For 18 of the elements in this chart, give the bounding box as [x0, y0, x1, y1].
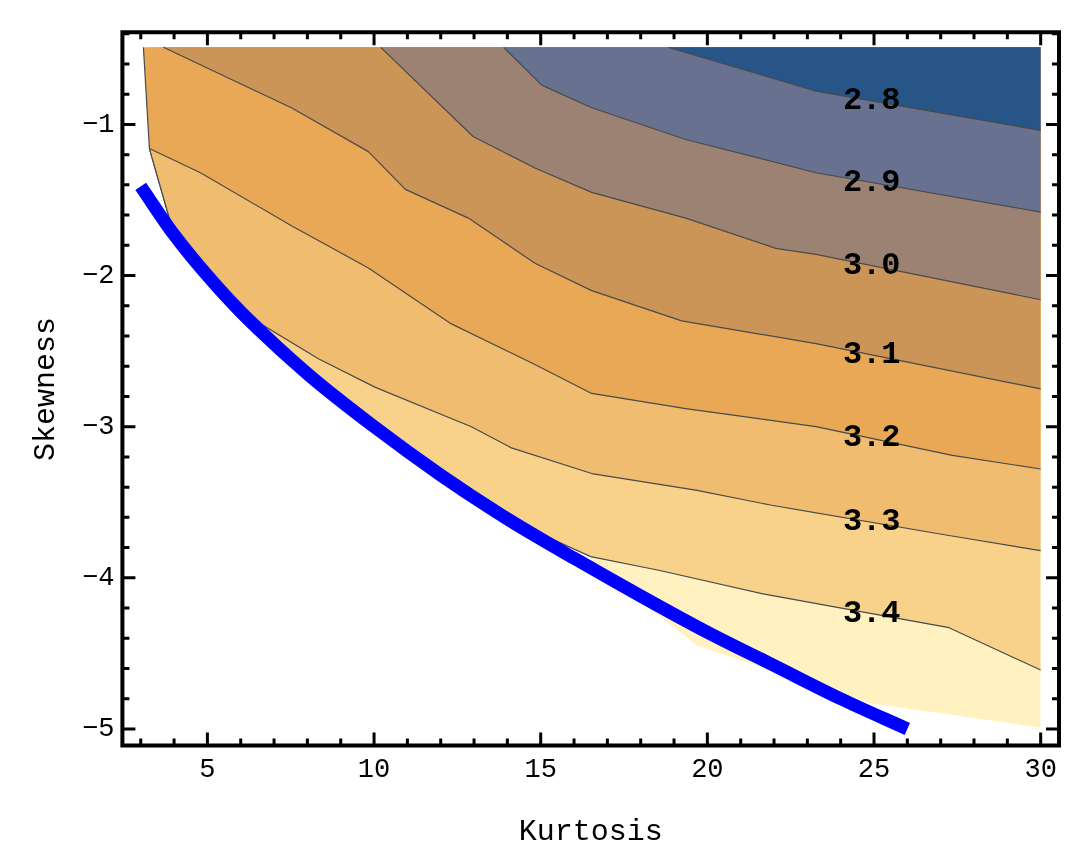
series-label: 2.9 — [842, 163, 901, 201]
y-tick-label: −3 — [82, 411, 115, 442]
x-tick-label: 15 — [524, 754, 557, 785]
series-label: 3.0 — [842, 246, 901, 284]
y-tick-label: −2 — [82, 260, 115, 291]
series-label: 2.8 — [842, 81, 901, 119]
series-label: 3.1 — [842, 335, 901, 373]
series-label: 3.3 — [842, 503, 901, 541]
y-tick-label: −4 — [82, 562, 115, 593]
x-tick-label: 25 — [857, 754, 891, 785]
y-tick-label: −5 — [82, 714, 115, 745]
y-tick-label: −1 — [82, 109, 115, 140]
y-axis-title: Skewness — [28, 316, 63, 461]
x-tick-label: 5 — [199, 754, 216, 785]
x-axis-title: Kurtosis — [518, 814, 663, 849]
x-tick-label: 20 — [691, 754, 724, 785]
x-tick-label: 30 — [1024, 754, 1057, 785]
x-tick-label: 10 — [357, 754, 391, 785]
